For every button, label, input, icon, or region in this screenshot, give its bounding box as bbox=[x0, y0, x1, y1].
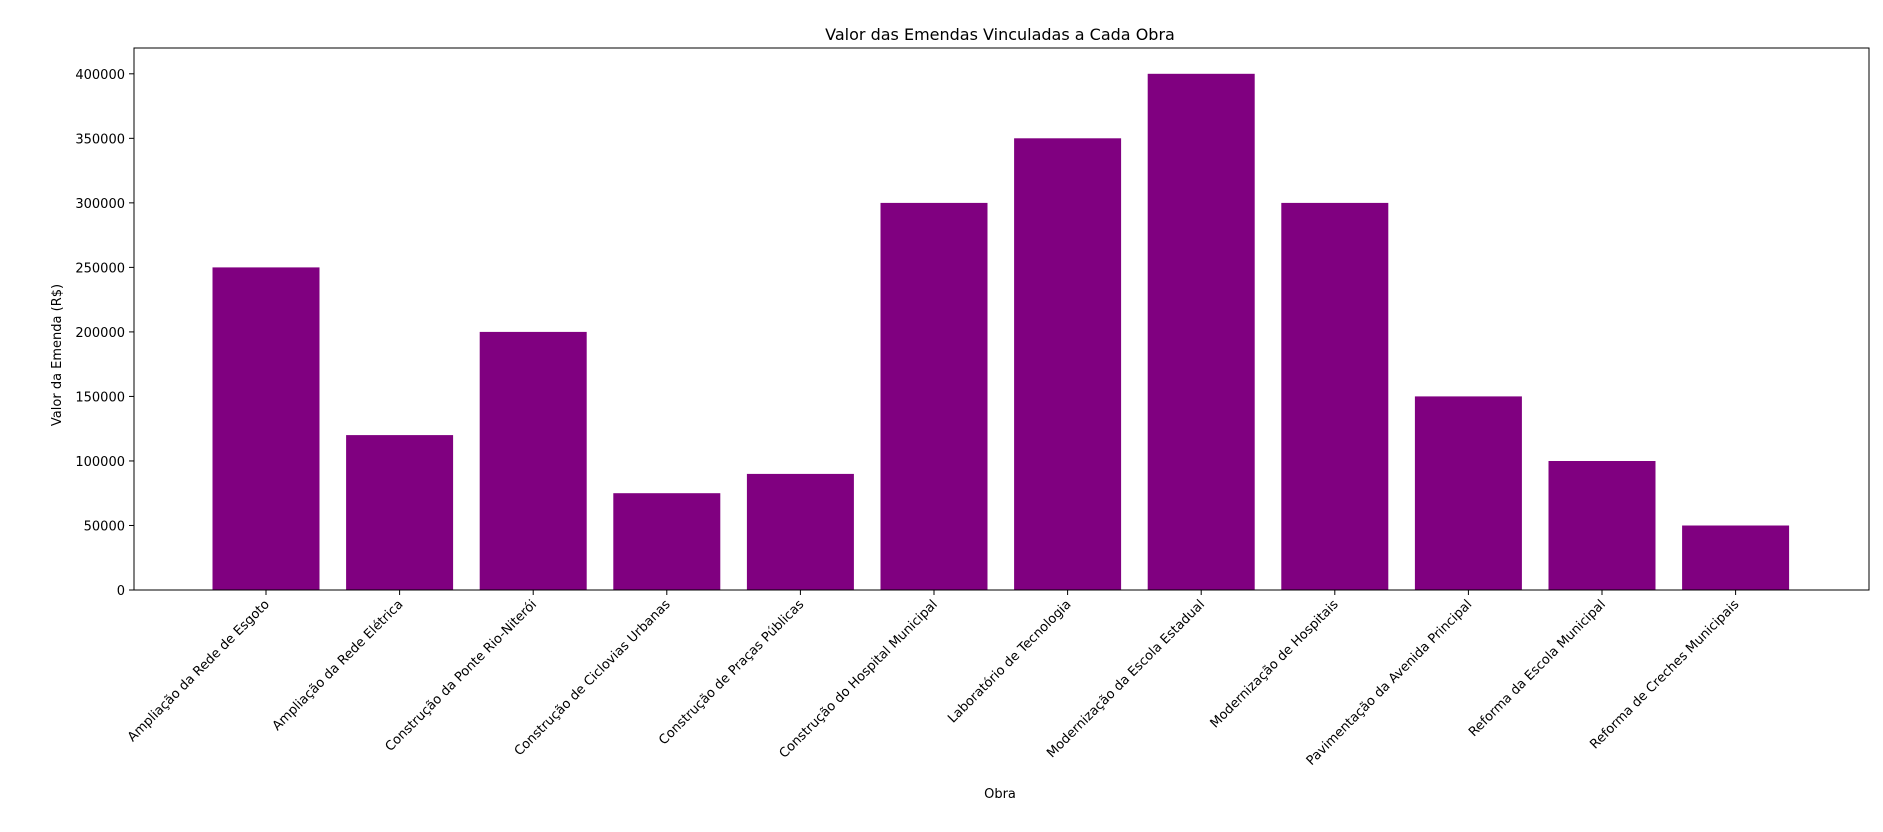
bar bbox=[613, 493, 721, 590]
y-axis: 0 50000 100000 150000 200000 250000 300000 3500… bbox=[75, 68, 134, 599]
bar bbox=[880, 202, 988, 590]
y-tick-label: 300000 bbox=[75, 197, 125, 212]
y-tick-label: 50000 bbox=[84, 519, 125, 534]
x-tick-label: Modernização de Hospitais bbox=[1208, 597, 1342, 731]
bar bbox=[212, 267, 320, 590]
x-axis-title: Obra bbox=[984, 787, 1016, 802]
x-tick-label: Reforma da Escola Municipal bbox=[1466, 597, 1609, 740]
y-tick-label: 350000 bbox=[75, 132, 125, 147]
bar bbox=[479, 331, 587, 590]
bar bbox=[1682, 525, 1790, 590]
bar bbox=[346, 435, 454, 590]
plot-frame bbox=[133, 47, 1870, 591]
x-tick-label: Modernização da Escola Estadual bbox=[1044, 597, 1208, 761]
bar bbox=[1281, 202, 1389, 590]
bar bbox=[1548, 461, 1656, 590]
y-tick-label: 400000 bbox=[75, 68, 125, 83]
x-tick-label: Pavimentação da Avenida Principal bbox=[1304, 597, 1475, 768]
bar bbox=[1014, 138, 1122, 591]
y-axis-title: Valor da Emenda (R$) bbox=[50, 284, 65, 426]
x-tick-label: Ampliação da Rede Elétrica bbox=[270, 597, 407, 734]
y-tick-label: 250000 bbox=[75, 261, 125, 276]
y-tick-label: 100000 bbox=[75, 455, 125, 470]
chart-title: Valor das Emendas Vinculadas a Cada Obra bbox=[825, 25, 1175, 44]
x-tick-label: Construção do Hospital Municipal bbox=[777, 597, 941, 761]
y-tick-label: 150000 bbox=[75, 390, 125, 405]
bars-group bbox=[212, 73, 1790, 591]
x-tick-label: Construção de Praças Públicas bbox=[656, 597, 807, 748]
y-tick-label: 0 bbox=[117, 584, 125, 599]
x-tick-label: Laboratório de Tecnologia bbox=[945, 597, 1074, 726]
x-tick-label: Construção da Ponte Rio-Niterói bbox=[383, 597, 540, 754]
bar bbox=[746, 473, 854, 590]
x-tick-label: Ampliação da Rede de Esgoto bbox=[125, 597, 273, 745]
x-tick-label: Reforma de Creches Municipais bbox=[1587, 597, 1742, 752]
x-tick-label: Construção de Ciclovias Urbanas bbox=[512, 597, 674, 759]
y-tick-label: 200000 bbox=[75, 326, 125, 341]
bar bbox=[1147, 73, 1255, 591]
bar bbox=[1414, 396, 1522, 590]
